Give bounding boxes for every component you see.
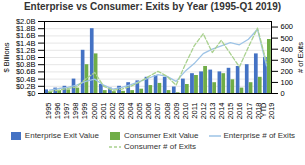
svg-text:0: 0 bbox=[281, 89, 285, 98]
svg-text:2003: 2003 bbox=[117, 103, 126, 120]
svg-text:$0.2B: $0.2B bbox=[15, 81, 36, 91]
svg-text:2001: 2001 bbox=[99, 103, 108, 120]
svg-text:100: 100 bbox=[281, 78, 294, 87]
svg-text:300: 300 bbox=[281, 56, 294, 65]
svg-text:$1.0B: $1.0B bbox=[15, 52, 36, 62]
svg-text:$0.8B: $0.8B bbox=[15, 60, 36, 70]
svg-text:$1.6B: $1.6B bbox=[15, 31, 36, 41]
svg-text:2004: 2004 bbox=[126, 103, 135, 120]
html-text:Enterprise # of Exits: Enterprise # of Exits bbox=[223, 131, 296, 140]
svg-text:2014: 2014 bbox=[217, 103, 226, 120]
svg-text:$2.0B: $2.0B bbox=[16, 17, 36, 26]
html-text:Consumer # of Exits: Consumer # of Exits bbox=[124, 142, 196, 151]
svg-text:400: 400 bbox=[281, 45, 294, 54]
html-text:Enterprise vs Consumer: Exits: Enterprise vs Consumer: Exits by Year (1… bbox=[23, 1, 282, 12]
svg-text:1996: 1996 bbox=[53, 103, 62, 120]
svg-text:$1.4B: $1.4B bbox=[15, 38, 36, 48]
svg-text:2000: 2000 bbox=[90, 103, 99, 120]
svg-text:2013: 2013 bbox=[208, 103, 217, 120]
svg-text:2011: 2011 bbox=[190, 103, 199, 119]
svg-text:$1.2B: $1.2B bbox=[15, 45, 36, 55]
svg-text:$ Billions: $ Billions bbox=[2, 42, 11, 72]
svg-text:2012: 2012 bbox=[199, 103, 208, 120]
svg-text:2008: 2008 bbox=[163, 103, 172, 120]
svg-text:2007: 2007 bbox=[153, 103, 162, 120]
svg-text:$0.6B: $0.6B bbox=[15, 67, 36, 77]
svg-text:1998: 1998 bbox=[71, 103, 80, 120]
svg-text:2005: 2005 bbox=[135, 103, 144, 120]
svg-text:600: 600 bbox=[281, 22, 294, 31]
svg-text:2017: 2017 bbox=[245, 103, 254, 120]
svg-text:2006: 2006 bbox=[144, 103, 153, 120]
svg-text:$0: $0 bbox=[27, 88, 36, 98]
html-text:Consumer Exit Value: Consumer Exit Value bbox=[124, 131, 199, 140]
svg-text:2015: 2015 bbox=[226, 103, 235, 120]
html-text:Enterprise Exit Value: Enterprise Exit Value bbox=[24, 131, 99, 140]
svg-text:500: 500 bbox=[281, 34, 294, 43]
svg-text:2010: 2010 bbox=[181, 103, 190, 120]
svg-text:$1.8B: $1.8B bbox=[15, 24, 36, 34]
svg-text:1995: 1995 bbox=[44, 103, 53, 120]
svg-text:2009: 2009 bbox=[172, 103, 181, 120]
svg-text:1999: 1999 bbox=[80, 103, 89, 120]
svg-text:200: 200 bbox=[281, 67, 294, 76]
svg-text:2016: 2016 bbox=[235, 103, 244, 120]
svg-text:$0.4B: $0.4B bbox=[15, 74, 36, 84]
svg-text:1997: 1997 bbox=[62, 103, 71, 120]
svg-text:# of Exits: # of Exits bbox=[296, 42, 305, 73]
svg-text:YTD2019: YTD2019 bbox=[259, 102, 276, 119]
svg-text:2002: 2002 bbox=[108, 103, 117, 120]
